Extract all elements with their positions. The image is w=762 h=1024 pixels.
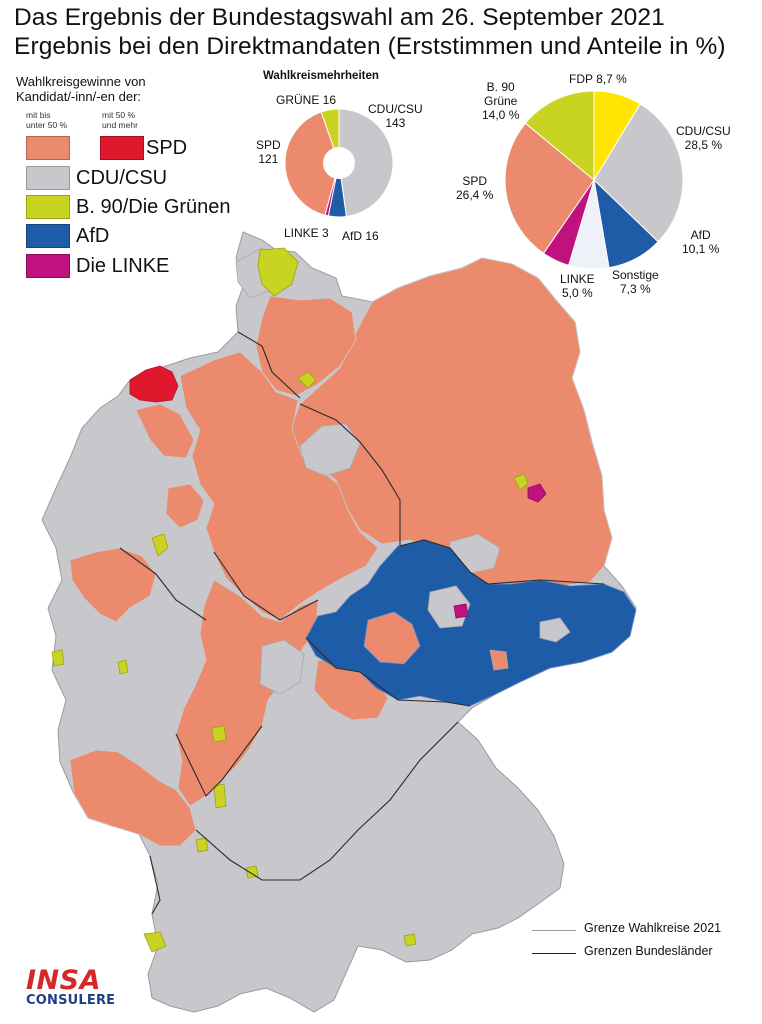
- legend-swatch-spd-dark: [100, 136, 144, 160]
- linke-regions: [453, 483, 547, 619]
- an-label-cdu: CDU/CSU 28,5 %: [676, 124, 731, 152]
- legend-heading: Wahlkreisgewinne von Kandidat/-inn/-en d…: [16, 74, 146, 104]
- an-label-afd-1: AfD: [690, 228, 711, 242]
- insa-logo: INSA CONSULERE: [26, 965, 116, 1008]
- an-slice-b-90-grüne: [524, 90, 595, 182]
- legend-heading-line-2: Kandidat/-inn/-en der:: [16, 89, 142, 104]
- legend-label-spd: SPD: [146, 137, 188, 159]
- land-border-sample: [532, 953, 576, 954]
- title-line-1: Das Ergebnis der Bundestagswahl am 26. S…: [14, 4, 665, 31]
- an-label-afd-2: 10,1 %: [682, 242, 720, 256]
- an-label-sonstige-2: 7,3 %: [620, 282, 651, 296]
- legend-swatch-afd: [26, 224, 70, 248]
- legend-sub-left-1: mit bis: [26, 110, 51, 120]
- wahlkreise-pie-title: Wahlkreismehrheiten: [263, 70, 379, 82]
- legend-sub-right-1: mit 50 %: [102, 110, 136, 120]
- wk-donut-hole: [323, 147, 355, 179]
- legend-sub-right-2: und mehr: [102, 120, 138, 130]
- wahlkreise-donut-chart: [284, 108, 394, 218]
- an-label-cdu-2: 28,5 %: [684, 138, 723, 152]
- legend-sub-left-2: unter 50 %: [26, 120, 68, 130]
- anteile-pie-chart: [504, 90, 684, 270]
- wk-slice-spd: [284, 111, 340, 216]
- legend-label-afd: AfD: [76, 225, 110, 247]
- an-label-linke-2: 5,0 %: [562, 286, 593, 300]
- an-label-sonstige: Sonstige 7,3 %: [612, 268, 659, 296]
- state-borders: [119, 331, 605, 915]
- wk-label-afd: AfD 16: [342, 229, 379, 243]
- logo-text-top: INSA: [26, 965, 101, 996]
- an-label-fdp: FDP 8,7 %: [569, 72, 627, 86]
- legend-sub-under-50: mit bis unter 50 %: [26, 110, 67, 130]
- an-slice-spd: [504, 122, 595, 254]
- spd-regions: [69, 257, 613, 847]
- wk-label-cdu: CDU/CSU 143: [368, 102, 423, 130]
- an-label-spd-1: SPD: [462, 174, 488, 188]
- legend-swatch-cdu: [26, 166, 70, 190]
- legend-label-linke: Die LINKE: [76, 255, 170, 277]
- legend-label-cdu: CDU/CSU: [76, 167, 168, 189]
- green-regions: [51, 247, 529, 953]
- wk-label-cdu-2: 143: [385, 116, 406, 130]
- an-label-gruene-2: Grüne: [484, 94, 518, 108]
- an-label-spd-2: 26,4 %: [456, 188, 494, 202]
- spd-strong-region: [129, 365, 179, 403]
- wk-label-spd: SPD 121: [256, 138, 281, 166]
- an-label-linke: LINKE 5,0 %: [560, 272, 595, 300]
- an-label-afd: AfD 10,1 %: [682, 228, 719, 256]
- wk-label-linke: LINKE 3: [284, 226, 329, 240]
- title-line-2: Ergebnis bei den Direktmandaten (Erststi…: [14, 33, 726, 60]
- an-label-gruene-1: B. 90: [486, 80, 515, 94]
- legend-swatch-green: [26, 195, 70, 219]
- an-label-sonstige-1: Sonstige: [612, 268, 659, 282]
- wk-label-spd-2: 121: [258, 152, 279, 166]
- an-label-gruene: B. 90 Grüne 14,0 %: [482, 80, 519, 122]
- legend-swatch-spd-light: [26, 136, 70, 160]
- an-label-linke-1: LINKE: [560, 272, 595, 286]
- legend-sub-over-50: mit 50 % und mehr: [102, 110, 138, 130]
- an-label-spd: SPD 26,4 %: [456, 174, 493, 202]
- wk-label-cdu-1: CDU/CSU: [368, 102, 423, 116]
- land-border-label: Grenzen Bundesländer: [584, 944, 713, 958]
- an-label-gruene-3: 14,0 %: [482, 108, 520, 122]
- an-label-cdu-1: CDU/CSU: [676, 124, 731, 138]
- an-slice-cdu-csu: [593, 103, 684, 243]
- legend-label-green: B. 90/Die Grünen: [76, 196, 231, 218]
- afd-regions: [305, 539, 637, 707]
- legend-heading-line-1: Wahlkreisgewinne von: [16, 74, 146, 89]
- wk-slice-cdu-csu: [338, 108, 394, 218]
- legend-swatch-linke: [26, 254, 70, 278]
- wahlkreis-border-sample: [532, 930, 576, 931]
- logo-text-bottom: CONSULERE: [26, 993, 116, 1008]
- wk-label-gruene: GRÜNE 16: [276, 93, 337, 107]
- wahlkreis-border-label: Grenze Wahlkreise 2021: [584, 921, 722, 935]
- wk-label-spd-1: SPD: [256, 138, 281, 152]
- cdu-islands: [235, 247, 501, 695]
